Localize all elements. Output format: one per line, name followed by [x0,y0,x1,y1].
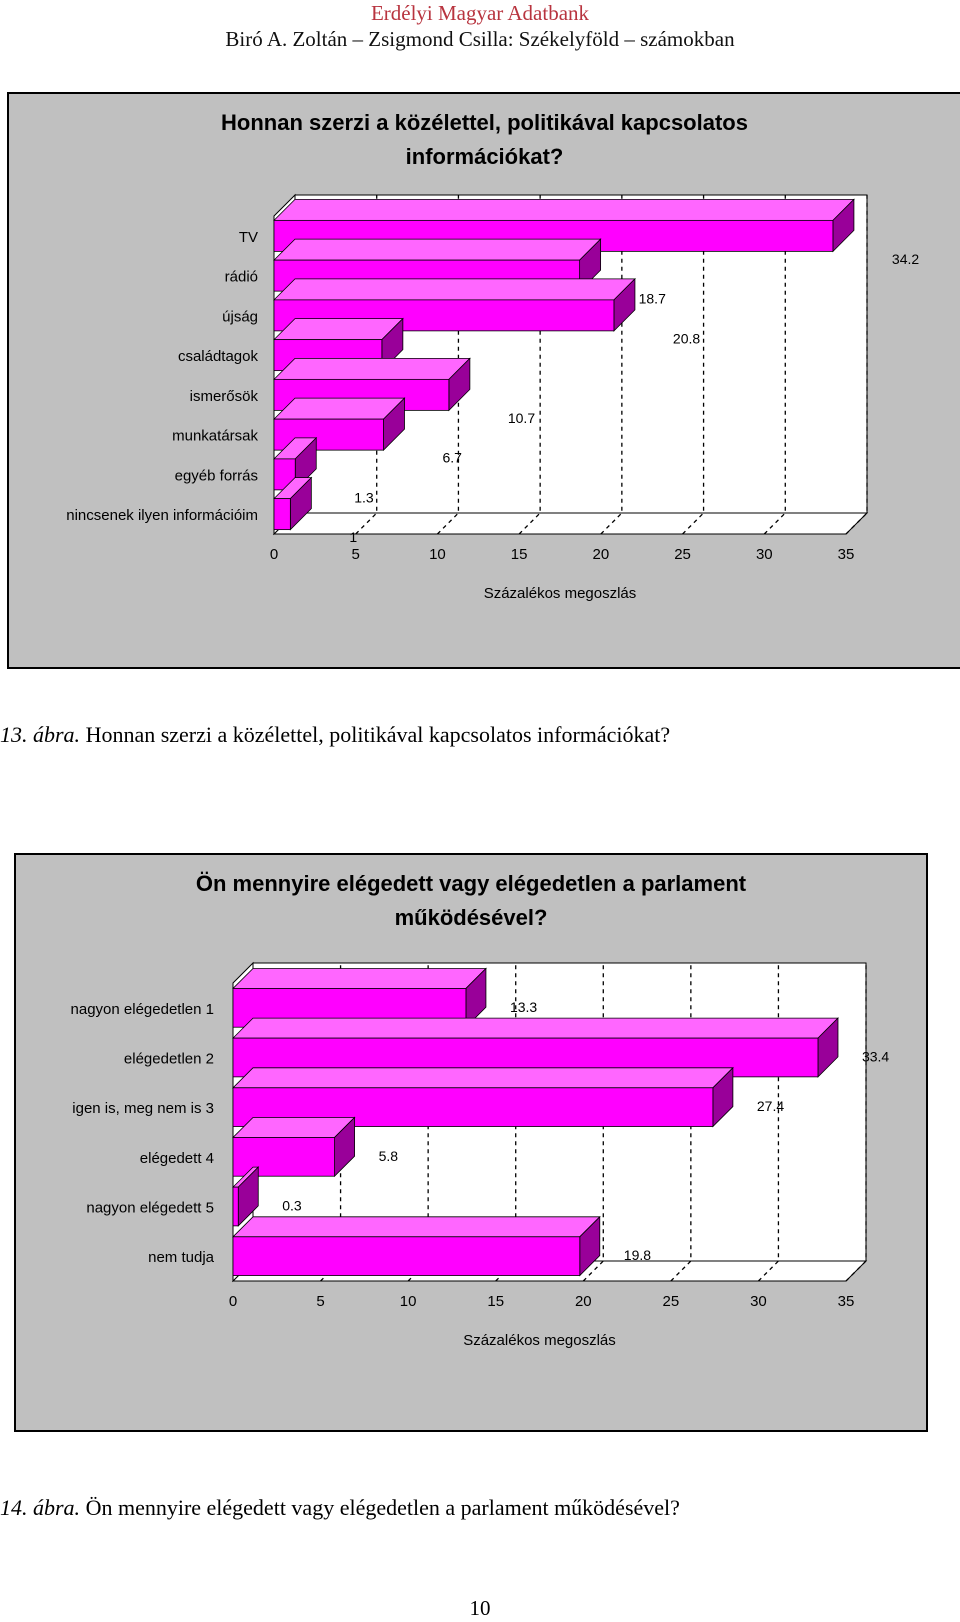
bar-6-top [273,397,406,420]
x-tick-label: 30 [750,1293,767,1310]
category-label: TV [239,229,258,246]
bar-4-top [273,318,404,341]
chart-1-svg: 0 5 10 15 20 25 30 35 TV 34.2 rádió 18.7 újság 20.8 cs… [66,193,919,602]
bar-5-top [273,357,471,380]
value-label: 18.7 [639,291,666,307]
caption-text: Honnan szerzi a közélettel, politikával … [80,722,671,747]
bar-2-top [273,238,602,261]
page-number: 10 [469,1596,491,1620]
gridline [845,195,868,535]
category-label: nagyon elégedett 5 [86,1200,214,1217]
chart-title: Ön mennyire elégedett vagy elégedetlen a… [195,871,747,930]
x-axis-title: Százalékos megoszlás [484,585,637,602]
caption-text: Ön mennyire elégedett vagy elégedetlen a… [80,1495,680,1520]
x-tick-label: 20 [575,1293,592,1310]
chart-title: Honnan szerzi a közélettel, politikával … [221,110,748,169]
authors-line: Biró A. Zoltán – Zsigmond Csilla: Székel… [225,27,735,51]
x-tick-label: 10 [400,1293,417,1310]
bar-6-top [232,1216,601,1238]
value-label: 10.7 [508,410,535,426]
plot-floor [272,512,869,535]
bar-2-top [232,1017,839,1039]
bar-1-top [232,968,487,989]
category-label: elégedett 4 [140,1150,214,1167]
figure-caption-13: 13. ábra. Honnan szerzi a közélettel, po… [0,722,670,748]
x-tick-label: 5 [352,546,360,563]
value-label: 1.3 [354,489,374,505]
bar-5 [232,1186,239,1227]
value-label: 20.8 [673,330,700,346]
category-label: rádió [225,269,258,286]
x-tick-label: 25 [663,1293,680,1310]
gridline [845,963,867,1282]
x-tick-label: 30 [756,546,773,563]
value-label: 0.3 [282,1198,302,1214]
x-tick-label: 25 [674,546,691,563]
category-label: nem tudja [148,1249,215,1266]
x-tick-label: 0 [270,546,278,563]
bar-6 [232,1236,581,1276]
category-label: családtagok [178,348,259,365]
bar-4-top [232,1117,356,1138]
value-label: 13.3 [510,999,537,1015]
gridline [682,195,705,535]
page-header: Erdélyi Magyar Adatbank Biró A. Zoltán –… [0,0,960,52]
caption-number: 14. ábra. [0,1495,81,1520]
x-tick-label: 15 [511,546,528,563]
category-label: elégedetlen 2 [124,1051,214,1068]
caption-number: 13. ábra. [0,722,81,747]
category-label: újság [222,308,258,325]
value-label: 5.8 [379,1148,399,1164]
category-label: nagyon elégedetlen 1 [71,1001,214,1018]
bar-4 [232,1137,335,1177]
value-label: 27.4 [757,1098,784,1114]
chart-2-svg: 0 5 10 15 20 25 30 35 nagyon elégedetlen 1 13.3 el… [71,961,889,1349]
bar-8 [273,498,291,531]
x-tick-label: 10 [429,546,446,563]
chart-panel-1: Honnan szerzi a közélettel, politikával … [7,92,960,669]
site-name: Erdélyi Magyar Adatbank [370,1,590,25]
x-tick-label: 35 [838,1293,855,1310]
x-axis-title: Százalékos megoszlás [463,1332,616,1349]
x-tick-label: 5 [316,1293,324,1310]
x-tick-label: 20 [593,546,610,563]
category-label: ismerősök [190,388,259,405]
category-label: munkatársak [172,428,258,445]
bar-1-top [273,198,855,221]
category-label: igen is, meg nem is 3 [72,1100,214,1117]
value-label: 1 [349,529,357,545]
bar-3-top [273,278,636,301]
x-tick-label: 35 [838,546,855,563]
figure-caption-14: 14. ábra. Ön mennyire elégedett vagy elé… [0,1495,680,1521]
value-label: 33.4 [862,1049,889,1065]
gridline [763,195,786,535]
value-label: 6.7 [442,450,462,466]
x-tick-label: 15 [487,1293,504,1310]
bar-3-top [232,1067,734,1089]
value-label: 19.8 [624,1247,651,1263]
category-label: egyéb forrás [175,467,258,484]
category-label: nincsenek ilyen információim [66,507,258,524]
value-label: 34.2 [892,251,919,267]
x-tick-label: 0 [229,1293,237,1310]
chart-panel-2: Ön mennyire elégedett vagy elégedetlen a… [14,853,928,1432]
